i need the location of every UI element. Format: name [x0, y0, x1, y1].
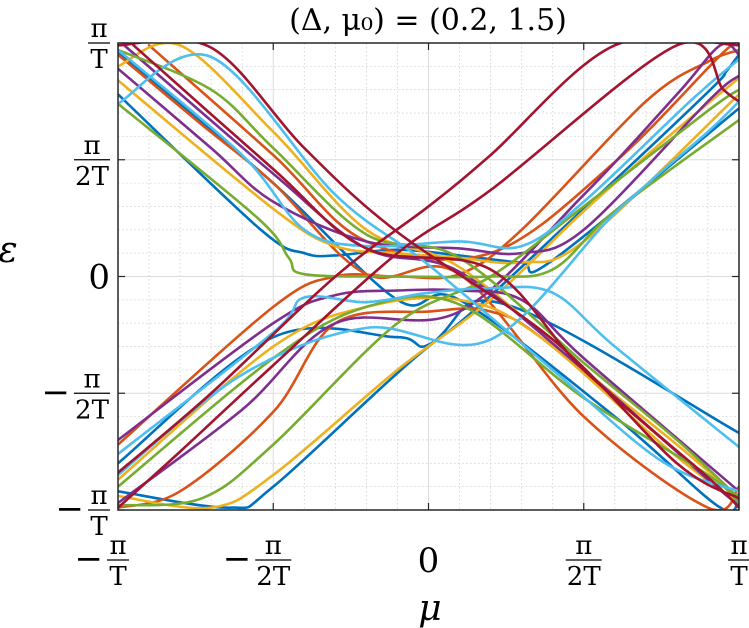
series-line-26: [132, 44, 739, 509]
y-axis-label: ε: [0, 230, 18, 271]
x-tick-label-text: 0: [418, 541, 440, 581]
x-tick-label: − πT: [75, 531, 129, 592]
y-tick-label: πT: [88, 14, 110, 75]
x-tick-label-denominator: 2T: [567, 562, 602, 592]
x-tick-label: π2T: [565, 531, 602, 592]
y-tick-label-numerator: π: [90, 14, 107, 44]
y-tick-label-denominator: 2T: [75, 162, 110, 192]
series-line-18: [118, 294, 739, 505]
y-tick-label: − πT: [56, 481, 110, 542]
y-tick-label-denominator: 2T: [75, 395, 110, 425]
x-tick-label: πT: [728, 531, 749, 592]
y-tick-label-sign: −: [42, 372, 71, 412]
x-tick-label-sign: −: [223, 539, 252, 579]
series-line-3: [118, 299, 739, 510]
series-line-24: [118, 100, 739, 477]
x-tick-label-numerator: π: [575, 531, 592, 561]
x-tick-label-numerator: π: [109, 531, 126, 561]
series-layer: [118, 43, 739, 510]
y-tick-label: − π2T: [42, 364, 110, 425]
series-line-28: [118, 43, 739, 500]
series-line-27: [118, 43, 739, 509]
x-tick-label-denominator: T: [730, 562, 748, 592]
x-axis-label: μ: [418, 588, 441, 628]
x-tick-label-numerator: π: [730, 531, 747, 561]
y-tick-label-numerator: π: [90, 481, 107, 511]
y-tick-label: π2T: [74, 131, 110, 192]
x-tick-label-denominator: T: [109, 562, 127, 592]
x-tick-label-denominator: 2T: [256, 562, 291, 592]
y-tick-label-sign: −: [56, 489, 85, 529]
series-line-10: [118, 296, 739, 505]
y-tick-label-denominator: T: [90, 45, 108, 75]
x-tick-label-numerator: π: [265, 531, 282, 561]
chart-title: (Δ, μ₀) = (0.2, 1.5): [289, 3, 567, 38]
series-line-14: [118, 288, 739, 493]
series-line-19: [118, 88, 739, 507]
series-line-21: [118, 48, 739, 250]
series-line-11: [118, 76, 739, 510]
y-tick-label: 0: [88, 258, 110, 298]
series-line-13: [118, 67, 739, 256]
series-line-2: [118, 53, 739, 465]
series-line-6: [118, 53, 739, 510]
x-tick-label: 0: [418, 541, 440, 581]
x-tick-label-sign: −: [75, 539, 104, 579]
x-tick-label: − π2T: [223, 531, 292, 592]
series-line-8: [147, 43, 739, 261]
y-tick-label-numerator: π: [83, 364, 100, 394]
series-line-23: [118, 53, 739, 493]
y-tick-label-denominator: T: [90, 512, 108, 542]
series-line-12: [118, 43, 739, 500]
y-tick-label-text: 0: [88, 258, 110, 298]
series-line-17: [118, 102, 739, 279]
y-tick-label-numerator: π: [83, 131, 100, 161]
tick-marks: [117, 42, 740, 511]
series-line-25: [118, 43, 739, 474]
